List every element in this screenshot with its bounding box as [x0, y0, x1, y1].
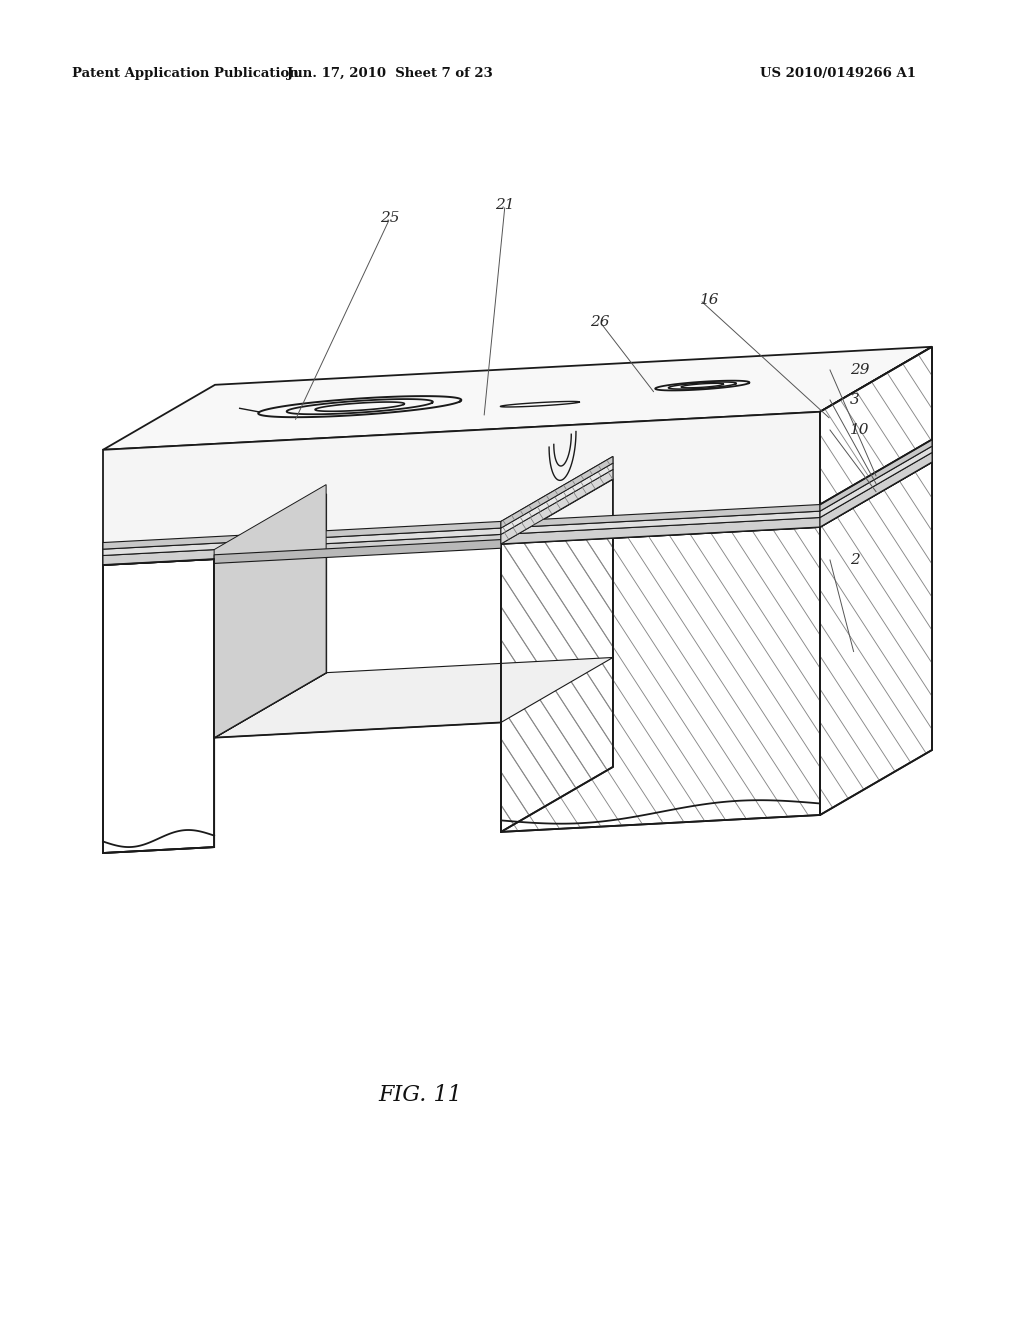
- Polygon shape: [103, 412, 820, 565]
- Polygon shape: [501, 463, 613, 535]
- Polygon shape: [214, 494, 326, 738]
- Polygon shape: [820, 453, 932, 527]
- Text: 2: 2: [850, 553, 860, 568]
- Polygon shape: [820, 440, 932, 511]
- Text: 16: 16: [700, 293, 720, 308]
- Polygon shape: [820, 347, 932, 527]
- Polygon shape: [501, 463, 613, 535]
- Text: 10: 10: [850, 422, 869, 437]
- Polygon shape: [103, 347, 932, 450]
- Polygon shape: [214, 494, 326, 738]
- Polygon shape: [501, 470, 613, 544]
- Polygon shape: [820, 462, 932, 814]
- Polygon shape: [501, 457, 613, 528]
- Text: 21: 21: [496, 198, 515, 213]
- Polygon shape: [501, 470, 613, 544]
- Polygon shape: [214, 657, 613, 738]
- Polygon shape: [103, 511, 820, 556]
- Text: 26: 26: [590, 315, 609, 329]
- Text: FIG. 11: FIG. 11: [378, 1084, 462, 1106]
- Polygon shape: [820, 446, 932, 517]
- Text: 3: 3: [850, 393, 860, 407]
- Text: 29: 29: [850, 363, 869, 378]
- Text: Patent Application Publication: Patent Application Publication: [72, 66, 299, 79]
- Polygon shape: [103, 504, 820, 549]
- Polygon shape: [501, 457, 613, 528]
- Text: 25: 25: [380, 211, 399, 224]
- Polygon shape: [103, 560, 214, 853]
- Text: Jun. 17, 2010  Sheet 7 of 23: Jun. 17, 2010 Sheet 7 of 23: [287, 66, 493, 79]
- Polygon shape: [501, 479, 613, 832]
- Polygon shape: [103, 517, 820, 565]
- Polygon shape: [214, 540, 501, 564]
- Polygon shape: [214, 484, 326, 738]
- Text: US 2010/0149266 A1: US 2010/0149266 A1: [760, 66, 916, 79]
- Polygon shape: [501, 527, 820, 832]
- Polygon shape: [820, 347, 932, 504]
